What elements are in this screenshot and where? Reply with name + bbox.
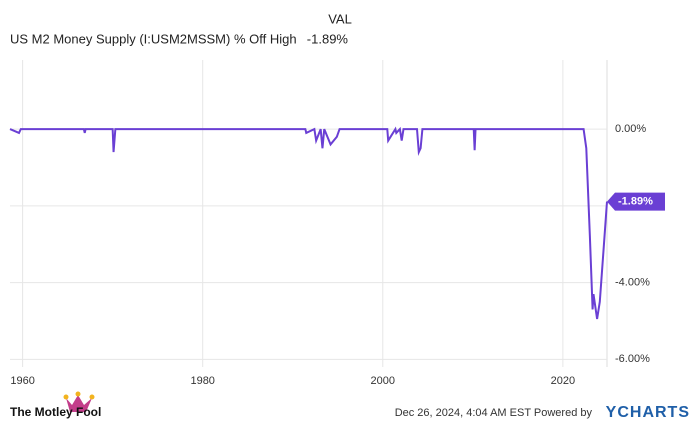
provider: YCHARTS bbox=[606, 404, 690, 421]
x-tick-label: 1960 bbox=[10, 375, 34, 387]
brand: The Motley Fool bbox=[10, 405, 101, 419]
y-tick-label: -6.00% bbox=[615, 353, 650, 365]
series-value: -1.89% bbox=[307, 31, 349, 46]
timestamp: Dec 26, 2024, 4:04 AM EST Powered by bbox=[395, 407, 593, 419]
value-flag bbox=[607, 192, 665, 211]
y-tick-label: 0.00% bbox=[615, 123, 646, 135]
y-tick-label: -4.00% bbox=[615, 276, 650, 288]
header-label: VAL bbox=[328, 11, 352, 26]
x-tick-label: 2000 bbox=[371, 375, 395, 387]
value-flag-label: -1.89% bbox=[618, 196, 653, 208]
line bbox=[9, 126, 608, 320]
x-tick-label: 2020 bbox=[551, 375, 575, 387]
series-name: US M2 Money Supply (I:USM2MSSM) % Off Hi… bbox=[10, 31, 297, 46]
x-tick-label: 1980 bbox=[190, 375, 214, 387]
fool-logo bbox=[63, 391, 95, 412]
